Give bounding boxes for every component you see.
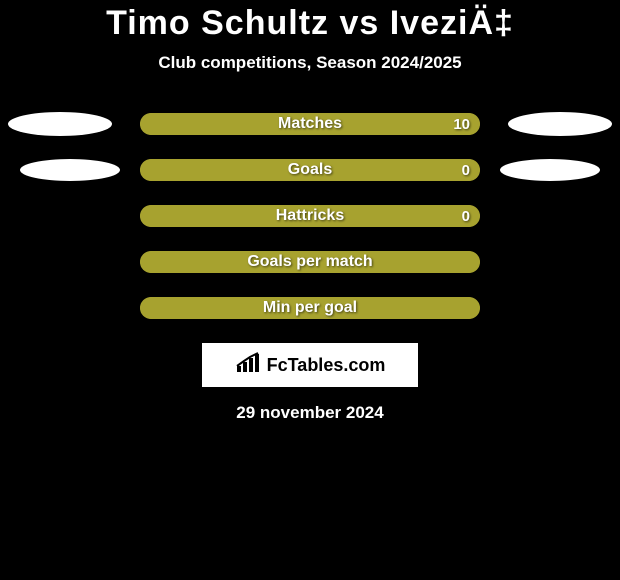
stat-bar: Min per goal [140,297,480,319]
stat-label: Hattricks [276,207,344,225]
source-logo: FcTables.com [202,343,418,387]
stat-row: Hattricks 0 [0,205,620,227]
comparison-infographic: Timo Schultz vs IveziÄ‡ Club competition… [0,0,620,580]
page-title: Timo Schultz vs IveziÄ‡ [0,0,620,43]
stat-row: Goals 0 [0,159,620,181]
stat-rows: Matches 10 Goals 0 Hattricks 0 Goals per match… [0,113,620,319]
stat-bar: Matches 10 [140,113,480,135]
stat-value: 0 [462,162,470,179]
stat-row: Min per goal [0,297,620,319]
logo-text: FcTables.com [267,355,386,376]
stat-row: Matches 10 [0,113,620,135]
stat-row: Goals per match [0,251,620,273]
left-marker [8,112,112,136]
chart-icon [235,352,261,379]
stat-bar: Hattricks 0 [140,205,480,227]
stat-label: Min per goal [263,299,357,317]
stat-value: 10 [453,116,470,133]
right-marker [508,112,612,136]
stat-label: Matches [278,115,342,133]
stat-bar: Goals per match [140,251,480,273]
stat-label: Goals [288,161,332,179]
subtitle: Club competitions, Season 2024/2025 [0,53,620,73]
date-text: 29 november 2024 [0,403,620,423]
right-marker [500,159,600,181]
left-marker [20,159,120,181]
stat-label: Goals per match [247,253,372,271]
stat-bar: Goals 0 [140,159,480,181]
stat-value: 0 [462,208,470,225]
